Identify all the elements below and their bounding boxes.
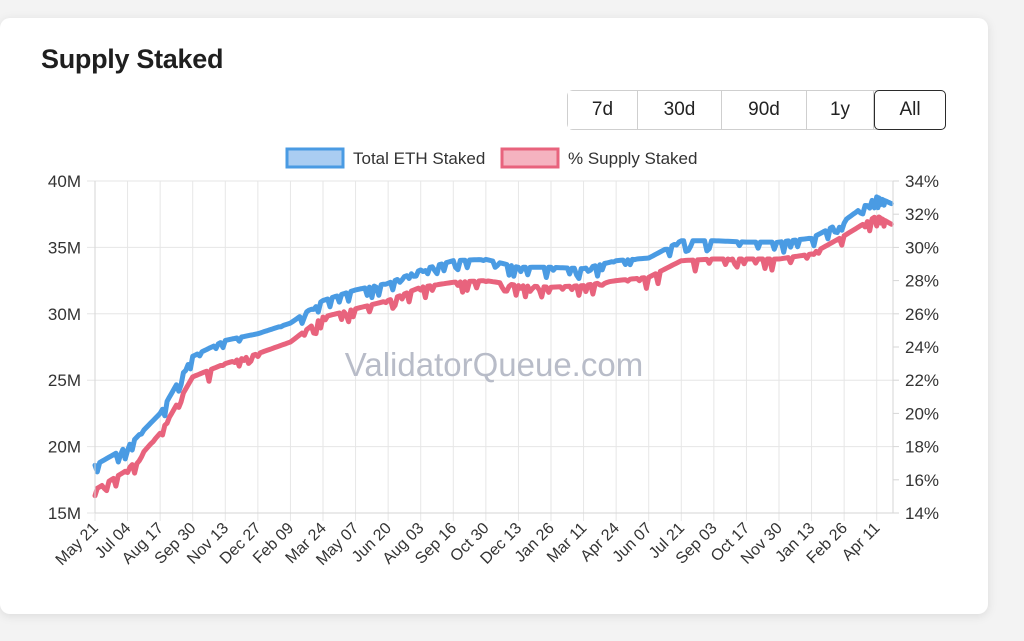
y-left-tick-label: 40M xyxy=(48,172,81,191)
legend-label-1[interactable]: % Supply Staked xyxy=(568,149,697,168)
y-right-tick-label: 26% xyxy=(905,305,939,324)
chart-legend: Total ETH Staked % Supply Staked xyxy=(285,147,697,169)
y-right-tick-label: 28% xyxy=(905,272,939,291)
watermark-text: ValidatorQueue.com xyxy=(345,346,643,383)
range-all-button[interactable]: All xyxy=(874,90,946,130)
y-right-tick-label: 22% xyxy=(905,371,939,390)
x-tick-label: May 21 xyxy=(53,520,102,569)
supply-staked-card: Supply Staked 7d 30d 90d 1y All xyxy=(0,18,988,614)
series-line-percent-supply-staked xyxy=(92,214,894,499)
range-7d-button[interactable]: 7d xyxy=(568,91,638,129)
y-right-tick-label: 16% xyxy=(905,471,939,490)
series-line-total-eth-staked xyxy=(92,194,894,475)
y-right-tick-label: 24% xyxy=(905,338,939,357)
y-left-tick-label: 30M xyxy=(48,305,81,324)
y-right-tick-label: 32% xyxy=(905,205,939,224)
y-right-tick-label: 18% xyxy=(905,438,939,457)
y-left-tick-label: 20M xyxy=(48,438,81,457)
y-right-tick-label: 14% xyxy=(905,504,939,523)
legend-swatch-1 xyxy=(500,147,560,169)
range-90d-button[interactable]: 90d xyxy=(722,91,807,129)
legend-label-0[interactable]: Total ETH Staked xyxy=(353,149,485,168)
y-left-tick-label: 25M xyxy=(48,371,81,390)
y-right-tick-label: 30% xyxy=(905,238,939,257)
y-left-tick-label: 15M xyxy=(48,504,81,523)
chart-series xyxy=(92,194,894,499)
legend-swatch-0 xyxy=(285,147,345,169)
y-right-tick-label: 20% xyxy=(905,404,939,423)
range-30d-button[interactable]: 30d xyxy=(638,91,722,129)
y-left-tick-label: 35M xyxy=(48,238,81,257)
y-right-tick-label: 34% xyxy=(905,172,939,191)
range-1y-button[interactable]: 1y xyxy=(807,91,874,129)
x-tick-label: Apr 11 xyxy=(839,520,884,565)
card-title: Supply Staked xyxy=(41,44,224,74)
time-range-selector: 7d 30d 90d 1y All xyxy=(567,90,946,130)
